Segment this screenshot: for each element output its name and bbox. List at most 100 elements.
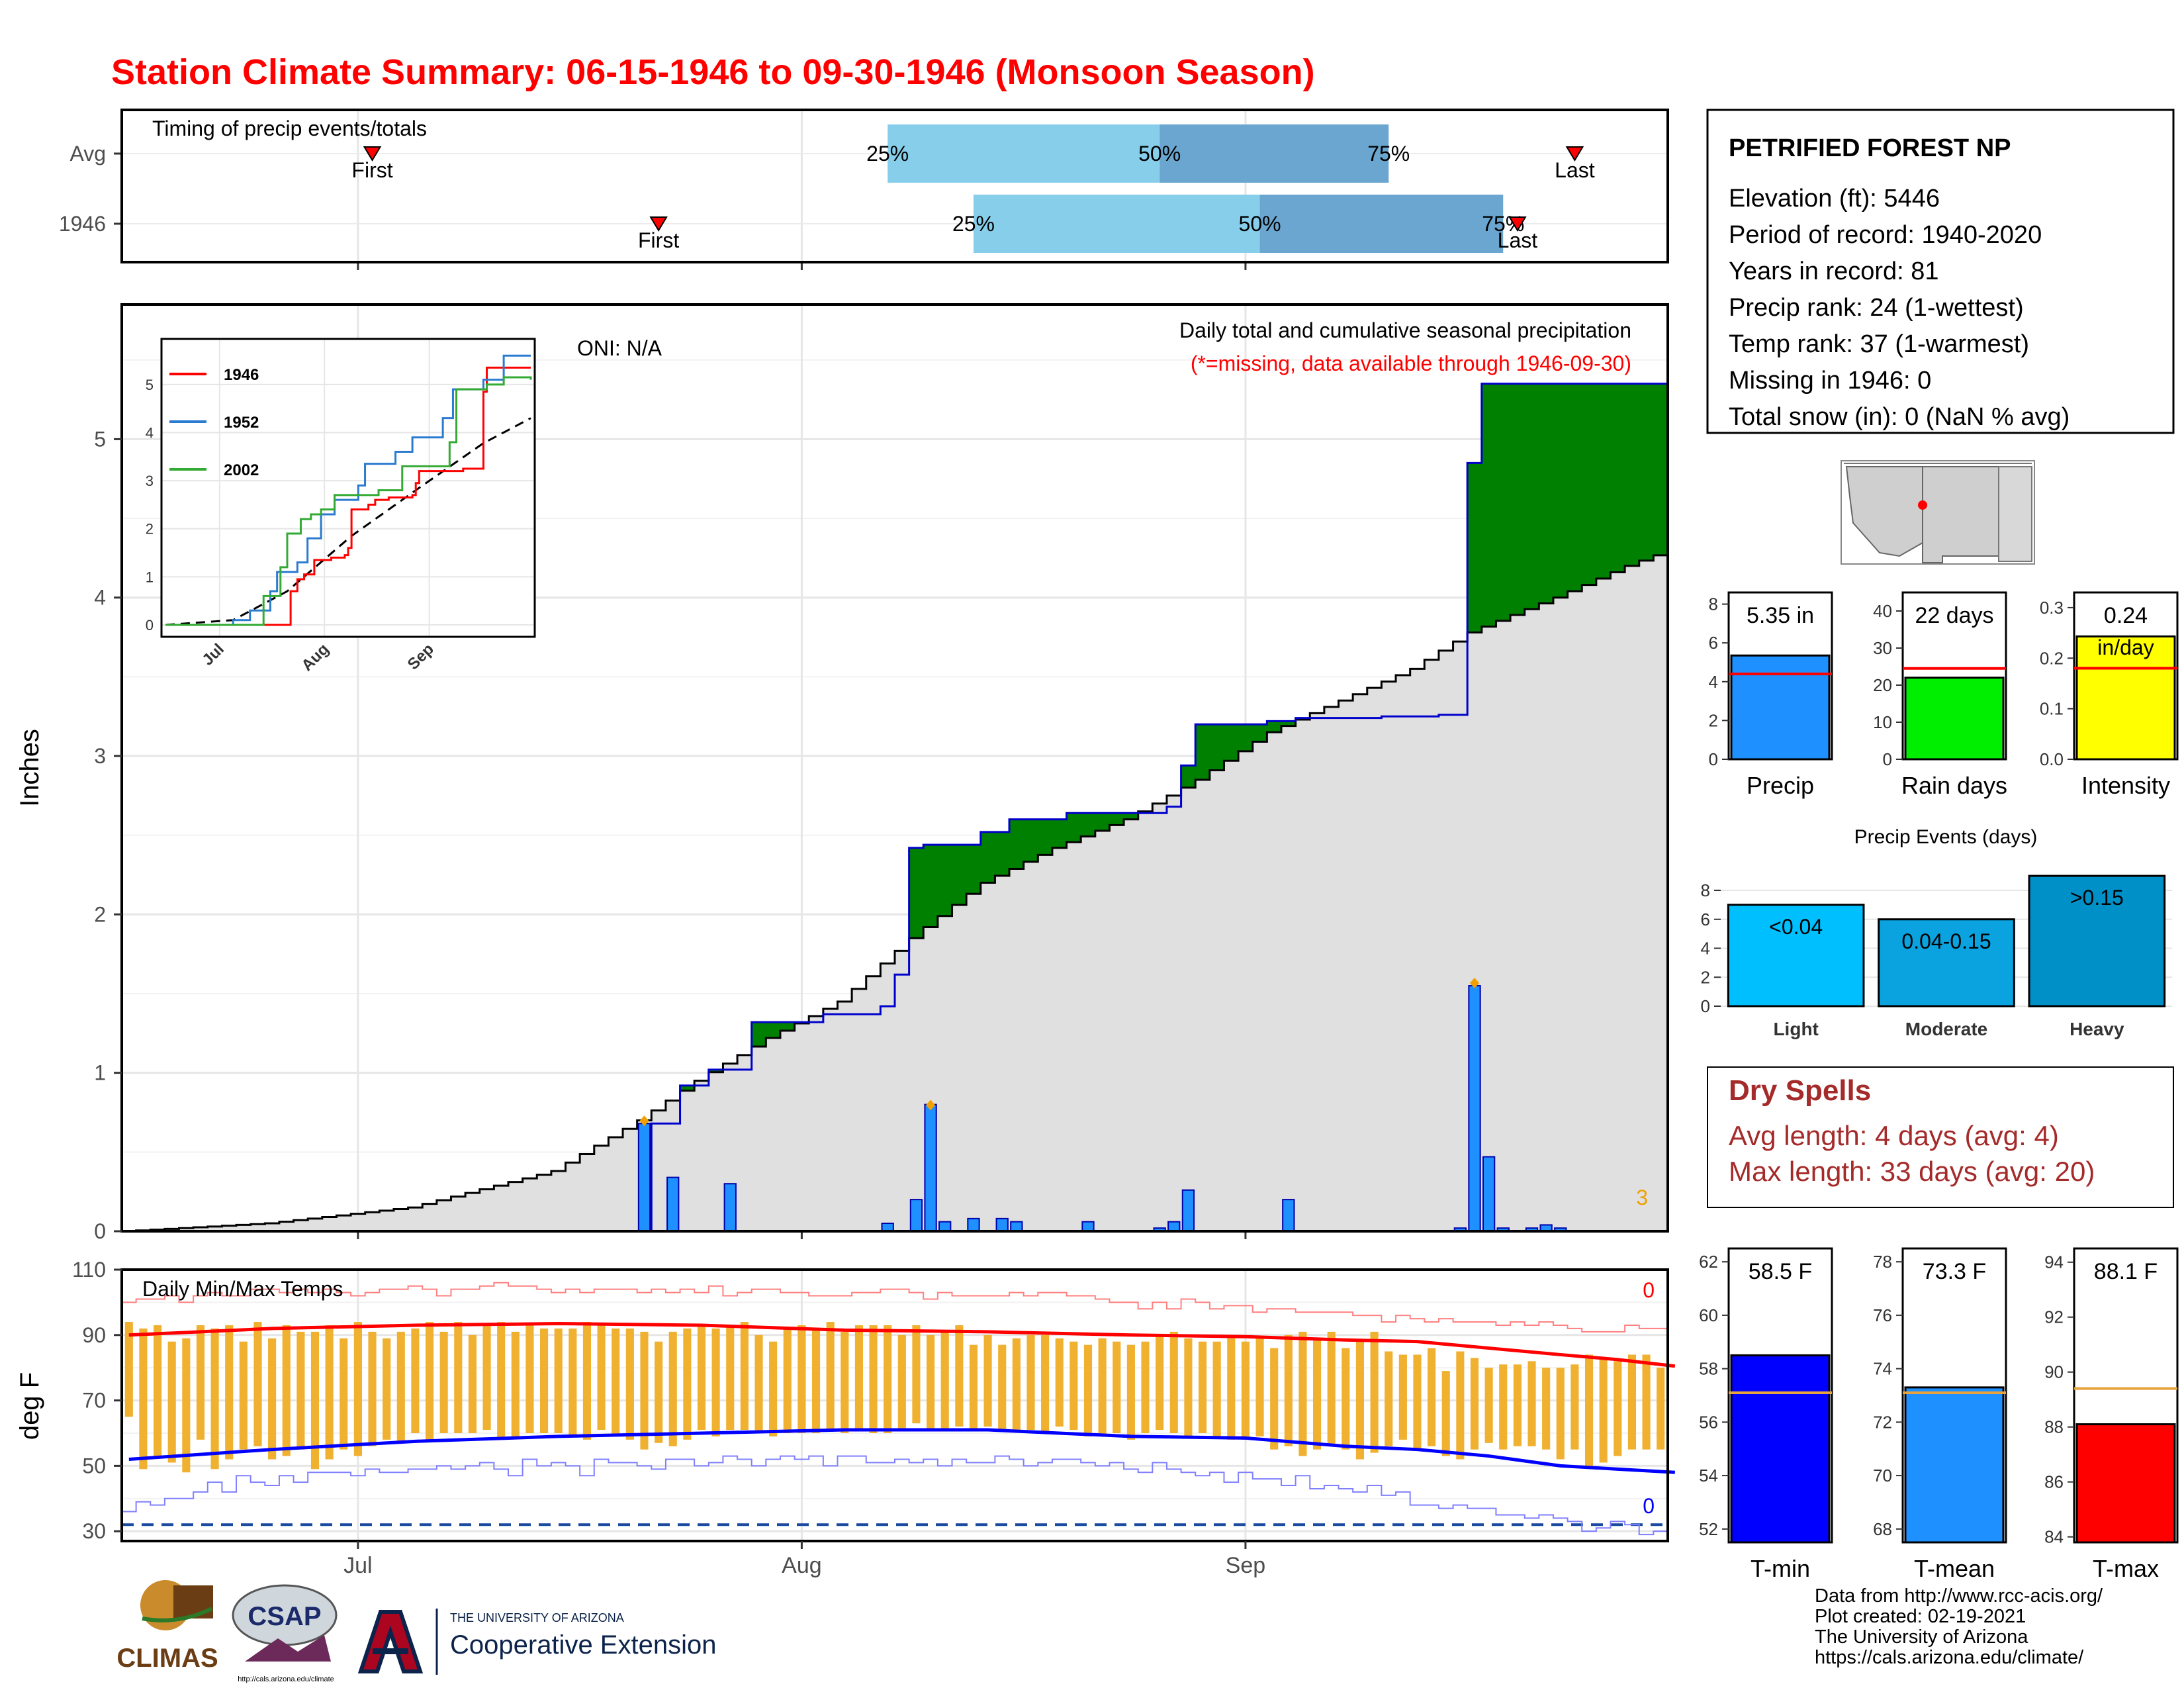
summary-bar-rain-days: 0 10 20 30 40 22 days Rain days [1873, 591, 2007, 799]
daily-precip-bar [924, 1103, 937, 1232]
precip-events-panel: Precip Events (days) 0 2 4 6 8 <0.04 Light 0.04… [1701, 826, 2172, 1039]
last-event-marker [1565, 146, 1584, 162]
daily-temp-range-bar [1012, 1338, 1021, 1430]
daily-temp-range-bar [1270, 1348, 1279, 1450]
summary-y-tick-label: 30 [1873, 638, 1892, 658]
daily-temp-range-bar [826, 1322, 835, 1430]
daily-temp-range-bar [597, 1325, 606, 1430]
daily-temp-range-bar [1398, 1354, 1407, 1440]
daily-temp-range-bar [511, 1331, 520, 1436]
events-y-tick-label: 0 [1701, 996, 1710, 1016]
daily-temp-range-bar [912, 1325, 921, 1424]
summary-y-tick-label: 0.2 [2040, 648, 2064, 668]
daily-temp-range-bar [1184, 1338, 1193, 1436]
precip-event-bar-light [1727, 904, 1865, 1008]
daily-precip-bar [1010, 1221, 1023, 1232]
daily-temp-range-bar [468, 1335, 477, 1433]
daily-temp-range-bar [1298, 1331, 1307, 1456]
events-y-tick-label: 4 [1701, 939, 1710, 959]
daily-temp-range-bar [940, 1331, 949, 1430]
daily-temp-range-bar [540, 1328, 549, 1433]
daily-temp-range-bar [1355, 1341, 1365, 1460]
daily-temp-range-bar [1470, 1358, 1479, 1450]
summary-y-tick-label: 72 [1873, 1412, 1892, 1432]
daily-temp-range-bar [225, 1325, 234, 1460]
daily-temp-range-bar [1313, 1338, 1322, 1450]
daily-temp-range-bar [454, 1322, 463, 1433]
daily-temp-range-bar [625, 1328, 634, 1440]
summary-y-tick-label: 4 [1709, 672, 1718, 692]
avg-tmin-line [128, 1428, 1675, 1474]
daily-temp-range-bar [1657, 1368, 1665, 1450]
daily-precip-bar [1167, 1221, 1181, 1232]
daily-temp-range-bar [884, 1325, 892, 1433]
avg-tmax-line [128, 1322, 1676, 1368]
station-info-line: Years in record: 81 [1729, 258, 1939, 285]
summary-y-tick-label: 0 [1883, 749, 1892, 769]
summary-y-tick-label: 78 [1873, 1252, 1892, 1272]
above-average-area [952, 845, 967, 906]
daily-temp-range-bar [425, 1322, 434, 1440]
daily-temp-range-bar [655, 1341, 663, 1443]
daily-temp-range-bar [683, 1328, 692, 1440]
daily-temp-range-bar [640, 1331, 649, 1450]
summary-bar-label: Intensity [2081, 772, 2170, 799]
station-info-box: PETRIFIED FOREST NP Elevation (ft): 5446… [1706, 109, 2175, 434]
inset-series-1952 [165, 354, 531, 626]
daily-temp-range-bar [296, 1331, 305, 1450]
daily-precip-bar [1081, 1221, 1095, 1232]
daily-temp-range-bar [1570, 1364, 1579, 1450]
quartile-label-p50: 50% [1239, 212, 1281, 236]
daily-temp-range-bar [854, 1325, 863, 1430]
daily-temp-range-bar [582, 1322, 592, 1440]
summary-value-unit: in/day [2097, 635, 2154, 659]
summary-value-bar [1904, 1386, 2005, 1544]
first-event-label: First [351, 158, 392, 182]
daily-temp-range-bar [368, 1331, 377, 1446]
summary-value-bar [1730, 654, 1831, 761]
quartile-bar-25-50 [887, 124, 1160, 183]
station-location-dot [1918, 500, 1927, 510]
above-average-area [1124, 813, 1139, 820]
above-average-area [1224, 724, 1239, 761]
summary-y-tick-label: 58 [1699, 1359, 1718, 1379]
temp-y-tick-label: 70 [82, 1389, 106, 1413]
main-y-tick-label: 0 [94, 1219, 106, 1243]
daily-temp-range-bar [1069, 1341, 1078, 1430]
quartile-label-p25: 25% [866, 142, 909, 165]
dry-spells-box: Dry Spells Avg length: 4 days (avg: 4) M… [1707, 1066, 2174, 1208]
last-event-marker [1508, 216, 1527, 232]
temp-panel-title: Daily Min/Max Temps [142, 1277, 343, 1301]
daily-temp-range-bar [869, 1325, 878, 1433]
summary-value-label: 5.35 in [1747, 603, 1814, 628]
daily-temp-range-bar [569, 1328, 577, 1436]
summary-value-bar [2075, 635, 2176, 761]
above-average-area [1553, 383, 1569, 598]
summary-bar-t-mean: 68 70 72 74 76 78 73.3 F T-mean [1873, 1247, 2007, 1582]
above-average-area [1252, 724, 1267, 742]
daily-temp-range-bar [1413, 1354, 1422, 1450]
daily-temp-range-bar [1255, 1338, 1264, 1436]
ua-logo: THE UNIVERSITY OF ARIZONA Cooperative Ex… [357, 1609, 716, 1675]
quartile-label-p50: 50% [1138, 142, 1181, 165]
daily-temp-range-bar [482, 1325, 491, 1430]
summary-bar-label: Precip [1747, 772, 1814, 799]
daily-temp-range-bar [196, 1325, 205, 1440]
summary-bar-label: T-min [1751, 1555, 1810, 1582]
above-average-area [980, 831, 996, 883]
x-tick-label: Aug [782, 1553, 822, 1578]
above-average-area [909, 847, 924, 939]
events-y-tick-label: 8 [1701, 880, 1710, 900]
precip-event-range-label: <0.04 [1769, 915, 1823, 939]
summary-y-tick-label: 0.0 [2040, 749, 2064, 769]
above-average-area [1539, 383, 1554, 604]
average-cumulative-area [122, 555, 1668, 1231]
summary-y-tick-label: 0 [1709, 749, 1718, 769]
daily-temp-range-bar [983, 1335, 992, 1427]
precip-event-category-label: Moderate [1905, 1019, 1987, 1039]
events-y-tick-label: 2 [1701, 967, 1710, 987]
daily-temp-range-bar [1556, 1368, 1565, 1460]
oni-label: ONI: N/A [577, 336, 662, 360]
summary-value-label: 22 days [1915, 603, 1993, 628]
inset-y-tick-label: 1 [146, 569, 154, 585]
